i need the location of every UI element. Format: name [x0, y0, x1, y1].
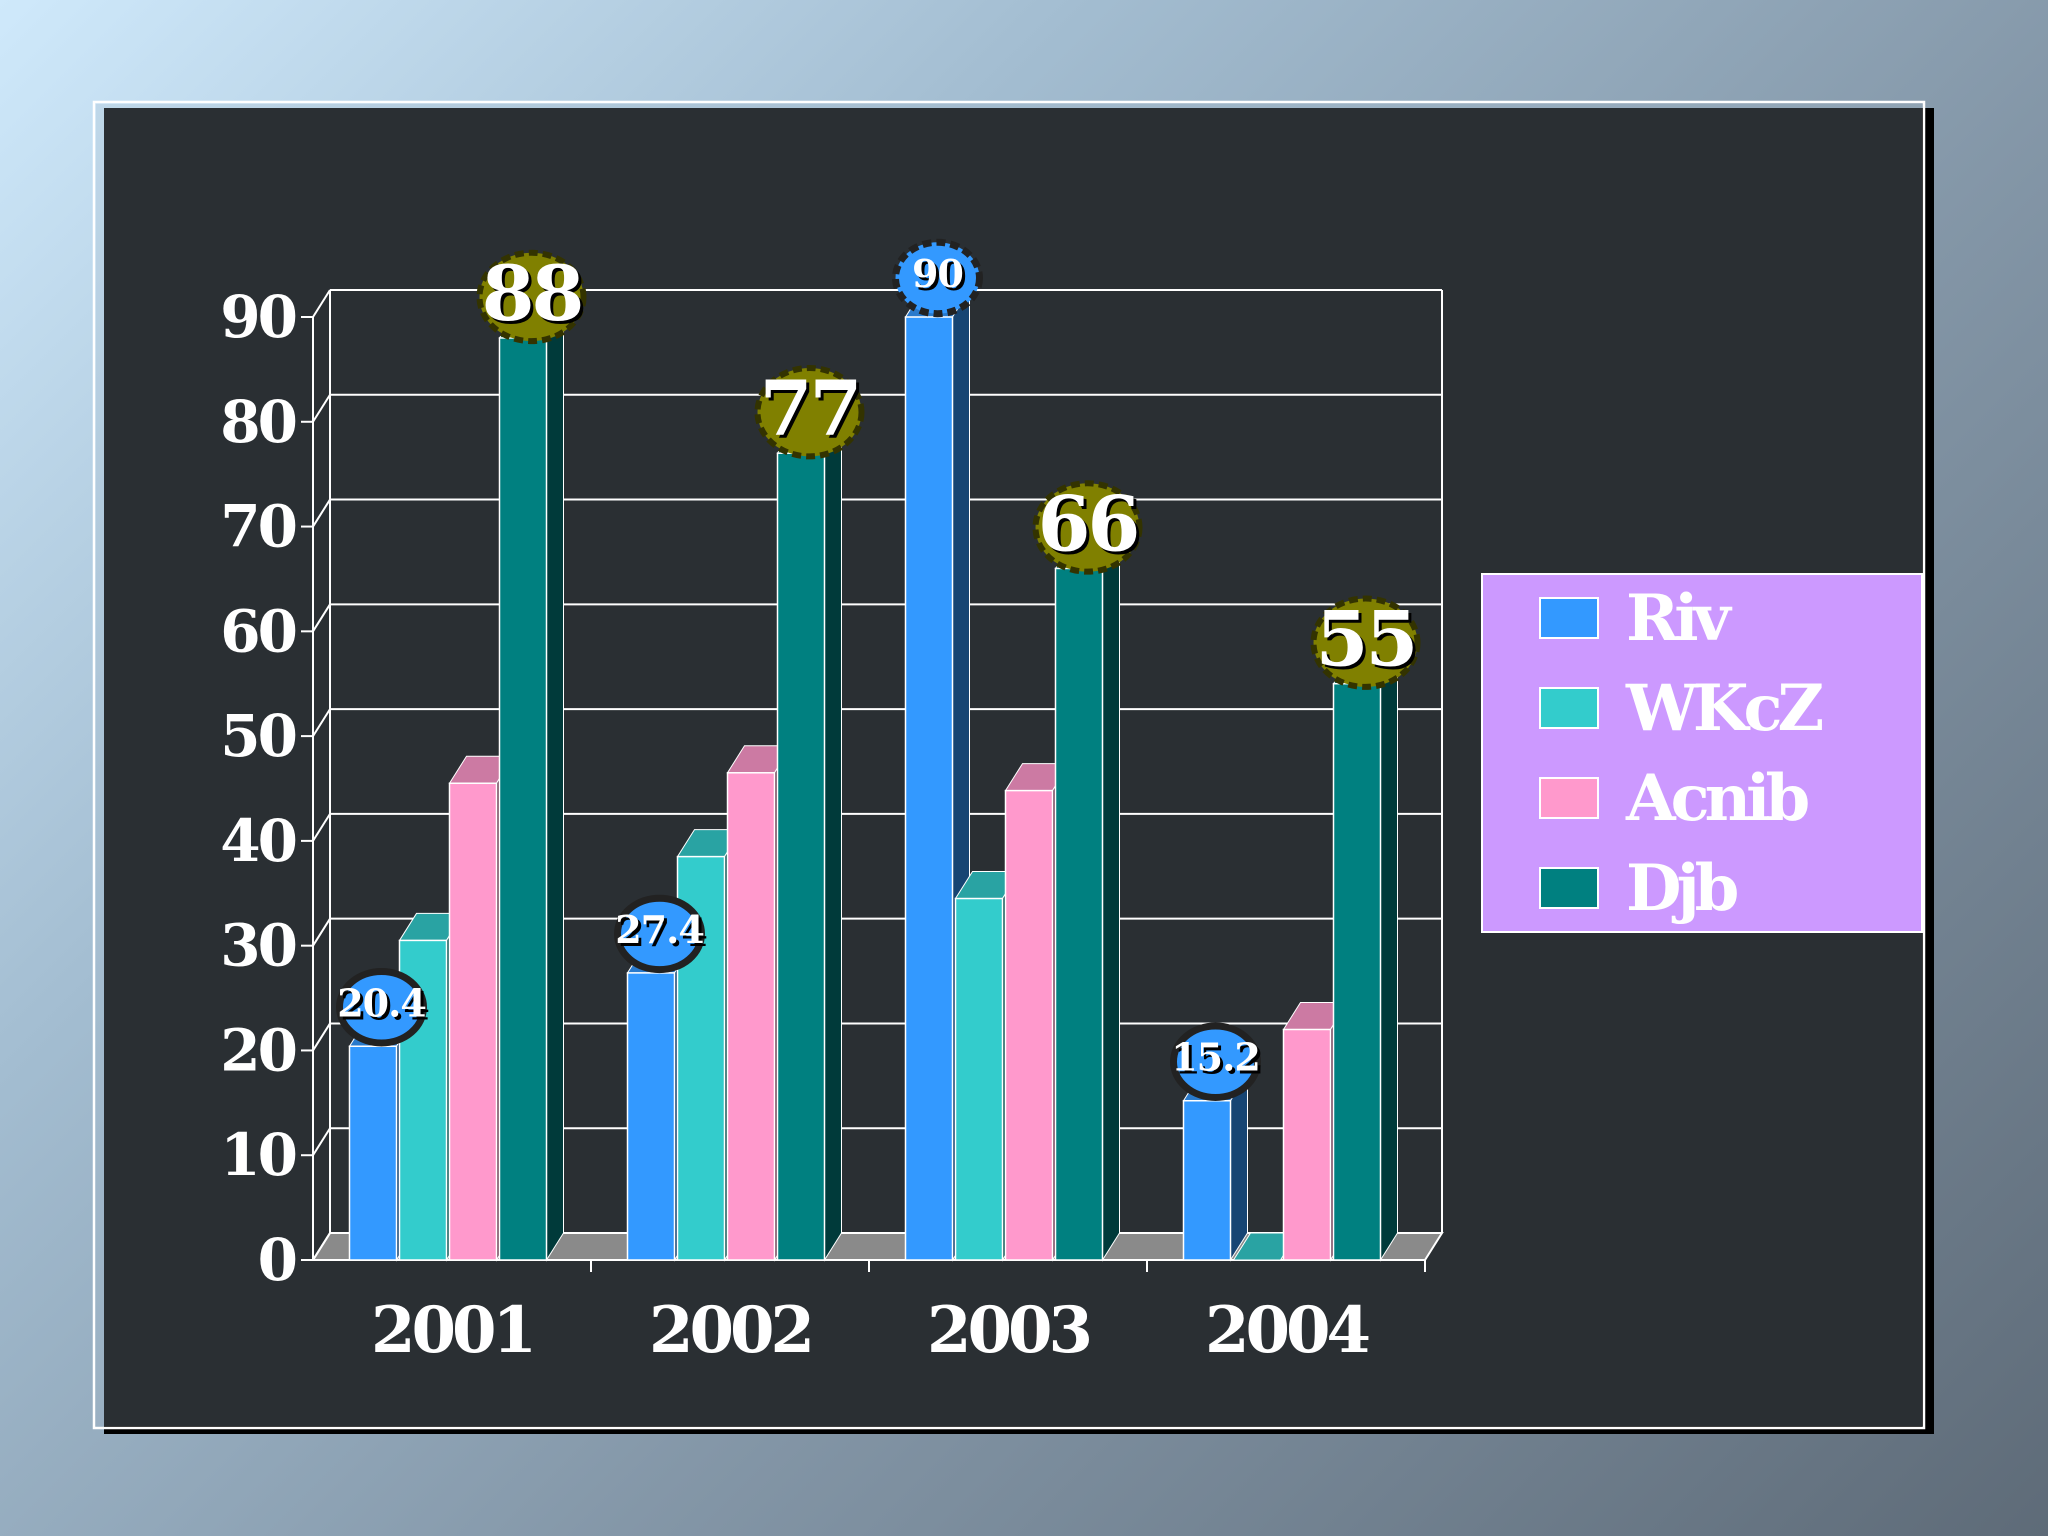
y-tick-depth [312, 918, 331, 947]
x-tick-label: 2004 [1205, 1293, 1369, 1368]
legend-label: Djb [1626, 851, 1738, 926]
legend-label: Riv [1626, 581, 1733, 656]
bar [626, 972, 676, 1261]
x-tick-label: 2002 [649, 1293, 811, 1368]
legend-swatch [1539, 867, 1599, 909]
data-label: 77 [760, 364, 860, 453]
bar [1282, 1028, 1332, 1261]
legend-swatch [1539, 777, 1599, 819]
data-label-shadow: 88 [485, 252, 585, 341]
bar-side [1380, 654, 1398, 1262]
data-label-badge [336, 968, 427, 1047]
x-tick-label: 2001 [371, 1293, 533, 1368]
y-tick-label: 80 [220, 388, 295, 456]
data-label-shadow: 77 [763, 367, 863, 456]
data-label: 27.4 [615, 907, 704, 952]
data-label-badge [1310, 595, 1421, 690]
y-tick-label: 10 [220, 1121, 295, 1189]
bar [904, 316, 954, 1261]
y-tick-depth [312, 1127, 331, 1156]
bar [498, 337, 548, 1261]
bar [448, 782, 498, 1261]
data-label-badge [1170, 1022, 1261, 1101]
data-label-shadow: 66 [1041, 482, 1141, 571]
data-label-badge [754, 365, 865, 460]
y-tick-depth [312, 603, 331, 632]
y-tick-label: 0 [258, 1226, 296, 1294]
bar [726, 772, 776, 1261]
y-tick-depth [312, 813, 331, 842]
y-tick-label: 60 [220, 597, 295, 665]
data-label: 90 [912, 251, 963, 296]
data-label-badge [892, 238, 983, 318]
data-label-shadow: 15.2 [1174, 1038, 1263, 1083]
bar [776, 452, 826, 1261]
plot-area: 0 10 20 30 40 50 60 70 80 90 2001 2002 2003 2004 20.4 2… [220, 238, 1444, 1368]
y-tick-depth [312, 289, 331, 318]
x-tick-label: 2003 [927, 1293, 1090, 1368]
data-label-shadow: 20.4 [340, 983, 429, 1028]
y-tick-depth [312, 499, 331, 528]
legend-label: Acnib [1625, 761, 1808, 836]
data-label: 15.2 [1171, 1035, 1260, 1080]
legend-swatch [1539, 597, 1599, 639]
data-label-shadow: 90 [915, 254, 966, 299]
y-tick-label: 70 [220, 493, 295, 561]
y-tick-depth [312, 1232, 331, 1261]
y-tick-label: 90 [220, 283, 295, 351]
y-tick-label: 20 [220, 1016, 295, 1084]
data-label-badge [614, 894, 705, 974]
y-tick-label: 50 [220, 702, 295, 770]
data-label-shadow: 55 [1319, 598, 1419, 687]
legend: Riv WKcZ Acnib Djb [1481, 573, 1923, 933]
bar-side [546, 309, 564, 1262]
data-label-badge [476, 249, 587, 345]
bar [1004, 789, 1054, 1261]
y-tick-label: 30 [220, 912, 295, 980]
data-label: 66 [1038, 479, 1138, 568]
legend-label: WKcZ [1625, 671, 1822, 746]
data-label-badge [1032, 480, 1143, 575]
y-tick-label: 40 [220, 807, 295, 875]
chart-frame [92, 100, 1926, 1430]
legend-swatch [1539, 687, 1599, 729]
y-tick-depth [312, 394, 331, 423]
bar [1054, 567, 1104, 1261]
bar [348, 1045, 398, 1261]
bar [954, 897, 1004, 1261]
bar-side [1230, 1072, 1248, 1262]
bar [1182, 1099, 1232, 1261]
data-label: 88 [482, 249, 582, 338]
bar-side [824, 424, 842, 1262]
data-label-shadow: 27.4 [618, 910, 707, 955]
y-tick-depth [312, 708, 331, 737]
bar-side [1102, 539, 1120, 1262]
bar [1332, 682, 1382, 1261]
data-label: 55 [1316, 595, 1416, 684]
data-label: 20.4 [337, 980, 426, 1025]
y-tick-depth [312, 1022, 331, 1051]
